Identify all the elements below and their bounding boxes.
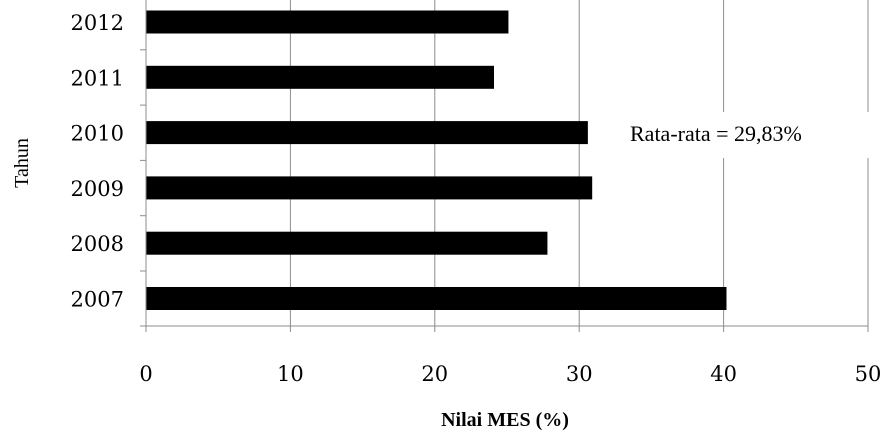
y-tick-label-2010: 2010 bbox=[71, 122, 124, 146]
bar-2010 bbox=[146, 121, 588, 145]
y-tick-label-2011: 2011 bbox=[71, 66, 124, 90]
x-tick-label-20: 20 bbox=[421, 362, 448, 386]
x-tick-label-30: 30 bbox=[566, 362, 593, 386]
x-tick-label-0: 0 bbox=[139, 362, 152, 386]
y-tick-label-2012: 2012 bbox=[71, 11, 124, 35]
x-tick-label-50: 50 bbox=[855, 362, 882, 386]
x-tick-label-10: 10 bbox=[277, 362, 304, 386]
y-tick-label-2009: 2009 bbox=[71, 177, 124, 201]
annotation-background bbox=[618, 112, 870, 158]
y-tick-label-2008: 2008 bbox=[71, 232, 124, 256]
bar-2012 bbox=[146, 10, 509, 34]
annotation-text: Rata-rata = 29,83% bbox=[630, 121, 802, 146]
bar-series bbox=[146, 10, 727, 310]
y-axis-title: Tahun bbox=[11, 138, 33, 188]
y-tick-label-2007: 2007 bbox=[71, 288, 124, 312]
annotation-box: Rata-rata = 29,83% bbox=[618, 112, 870, 158]
bar-2008 bbox=[146, 231, 548, 255]
x-tick-label-40: 40 bbox=[710, 362, 737, 386]
bar-2011 bbox=[146, 65, 495, 89]
bar-2007 bbox=[146, 287, 727, 310]
x-axis-title: Nilai MES (%) bbox=[441, 409, 569, 431]
tick-labels: 2012 2011 2010 2009 2008 2007 0 10 20 30 40 50 bbox=[71, 11, 882, 386]
gridlines bbox=[289, 0, 869, 326]
axes bbox=[140, 0, 869, 332]
bar-2009 bbox=[146, 176, 593, 200]
